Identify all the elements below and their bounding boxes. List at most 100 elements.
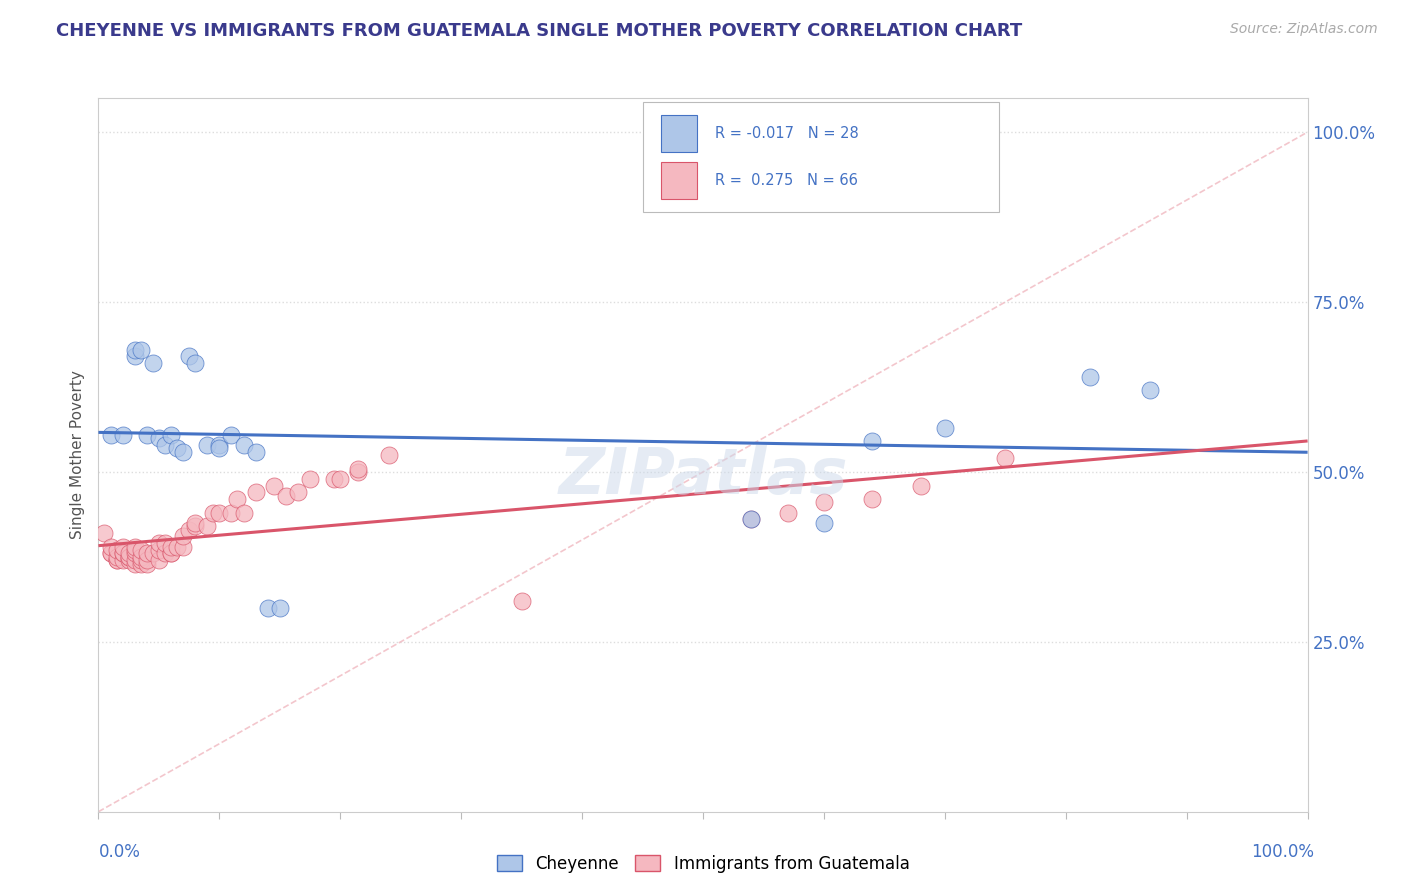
Point [153,546,176,560]
Point [274,489,297,503]
Point [124,540,146,554]
Point [135,546,157,560]
Point [105,543,128,558]
Point [221,506,243,520]
Point [100,427,122,442]
Point [129,553,152,567]
Point [135,557,157,571]
Point [148,536,170,550]
Point [172,540,194,554]
Point [184,519,207,533]
Point [160,427,183,442]
Point [129,543,152,558]
Point [124,543,146,558]
Point [172,444,194,458]
Point [329,472,352,486]
Point [910,478,932,492]
Point [166,441,188,455]
Point [124,553,146,567]
Legend: Cheyenne, Immigrants from Guatemala: Cheyenne, Immigrants from Guatemala [489,848,917,880]
Point [179,523,201,537]
Point [813,495,835,509]
Point [100,546,122,560]
Text: R =  0.275   N = 66: R = 0.275 N = 66 [716,173,858,188]
Point [118,546,141,560]
Text: 0.0%: 0.0% [98,843,141,861]
Point [105,553,128,567]
Point [208,506,231,520]
Point [740,512,762,526]
Point [111,546,134,560]
Point [934,421,956,435]
Point [256,600,278,615]
Point [153,536,176,550]
FancyBboxPatch shape [661,114,697,152]
Point [129,557,152,571]
Point [510,594,533,608]
Point [142,546,165,560]
Point [269,600,291,615]
Point [323,472,346,486]
Point [160,546,183,560]
Point [153,438,176,452]
Point [232,506,254,520]
Point [172,529,194,543]
Point [93,526,115,541]
Point [347,465,370,479]
Point [208,438,231,452]
Text: ZIPatlas: ZIPatlas [558,445,848,508]
Point [776,506,799,520]
Point [148,553,170,567]
Text: 100.0%: 100.0% [1251,843,1315,861]
Point [142,356,165,370]
Point [111,553,134,567]
Point [124,546,146,560]
Point [135,553,157,567]
Point [124,350,146,364]
Point [245,444,267,458]
Point [111,427,134,442]
Text: R = -0.017   N = 28: R = -0.017 N = 28 [716,126,859,141]
Point [124,557,146,571]
Point [129,549,152,564]
Point [100,540,122,554]
Text: CHEYENNE VS IMMIGRANTS FROM GUATEMALA SINGLE MOTHER POVERTY CORRELATION CHART: CHEYENNE VS IMMIGRANTS FROM GUATEMALA SI… [56,22,1022,40]
Point [129,343,152,357]
Point [221,427,243,442]
Point [226,492,249,507]
Point [160,540,183,554]
Point [160,546,183,560]
Point [1139,384,1161,398]
Point [195,519,218,533]
Point [195,438,218,452]
Point [299,472,322,486]
FancyBboxPatch shape [643,102,1000,212]
Point [118,549,141,564]
Point [124,343,146,357]
Point [994,451,1017,466]
Point [135,427,157,442]
Text: Source: ZipAtlas.com: Source: ZipAtlas.com [1230,22,1378,37]
Point [111,540,134,554]
Point [208,441,231,455]
Point [148,431,170,445]
Point [105,553,128,567]
Point [184,516,207,530]
Point [347,461,370,475]
Point [860,492,883,507]
Point [245,485,267,500]
Point [179,350,201,364]
Point [1078,369,1101,384]
FancyBboxPatch shape [661,162,697,200]
Point [148,543,170,558]
Point [860,434,883,449]
Point [105,549,128,564]
Point [287,485,309,500]
Point [740,512,762,526]
Point [100,546,122,560]
Point [202,506,225,520]
Point [118,553,141,567]
Point [184,356,207,370]
Point [813,516,835,530]
Point [232,438,254,452]
